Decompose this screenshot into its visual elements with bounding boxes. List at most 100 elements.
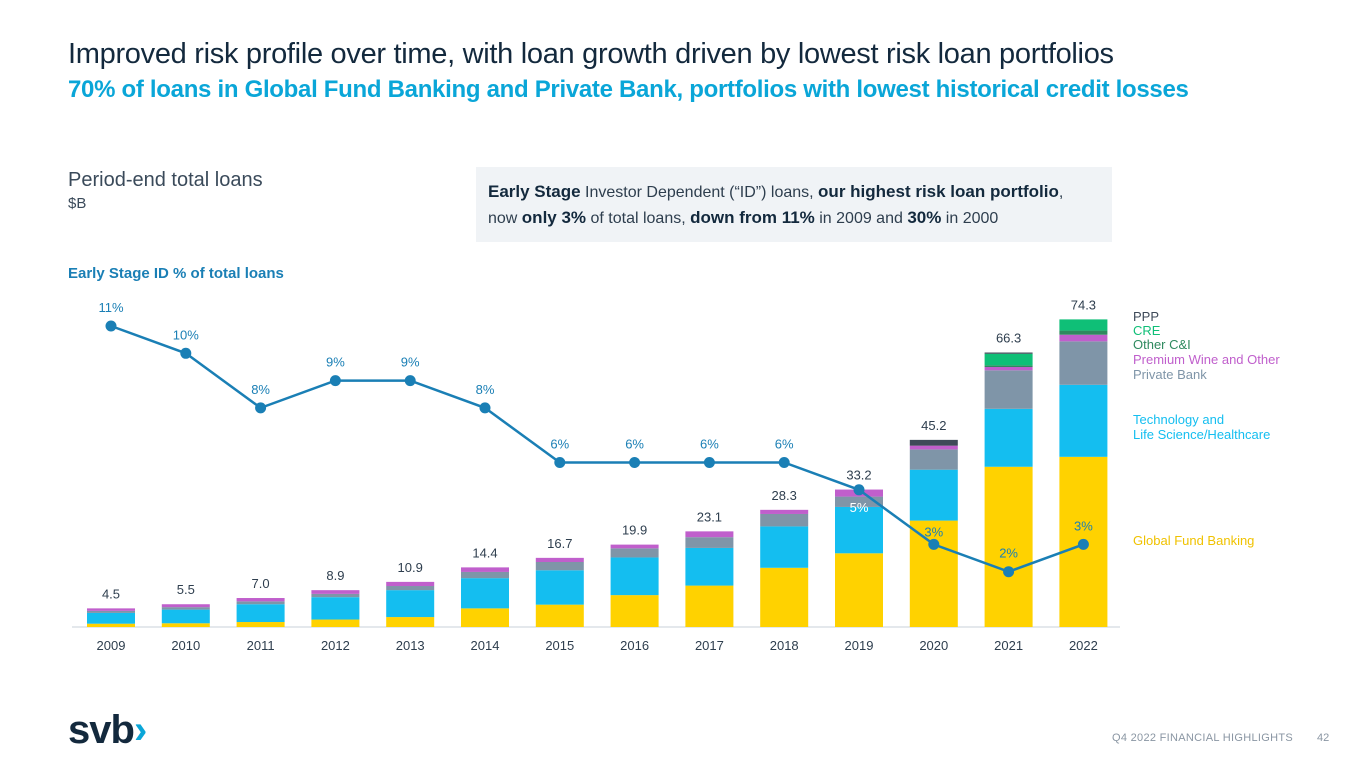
- bar-segment: [760, 509, 809, 514]
- x-tick-label: 2016: [620, 638, 649, 653]
- legend-label: Technology and: [1133, 412, 1224, 427]
- page-number: 42: [1317, 732, 1330, 744]
- bar-segment: [984, 408, 1033, 467]
- line-point: [1003, 566, 1015, 578]
- total-label: 7.0: [252, 576, 270, 591]
- legend-label: CRE: [1133, 323, 1161, 338]
- line-data-label: 3%: [1074, 518, 1093, 533]
- line-data-label: 9%: [326, 355, 345, 370]
- x-tick-label: 2021: [994, 638, 1023, 653]
- total-label: 14.4: [472, 545, 497, 560]
- bar-segment: [461, 567, 509, 572]
- x-tick-label: 2020: [919, 638, 948, 653]
- legend-label: Other C&I: [1133, 337, 1191, 352]
- x-tick-label: 2022: [1069, 638, 1098, 653]
- bar-segment: [984, 352, 1033, 354]
- x-tick-label: 2009: [97, 638, 126, 653]
- bar-segment: [311, 619, 360, 627]
- callout-bold-2: our highest risk loan portfolio: [818, 182, 1059, 201]
- line-point: [928, 538, 940, 550]
- bar-segment: [610, 544, 659, 549]
- callout-text-1: Investor Dependent (“ID”) loans,: [580, 184, 819, 201]
- x-tick-label: 2011: [247, 638, 275, 653]
- bar-segment: [87, 610, 135, 613]
- bar-segment: [610, 548, 659, 558]
- total-label: 45.2: [921, 418, 946, 433]
- callout-box: Early Stage Investor Dependent (“ID”) lo…: [476, 167, 1112, 242]
- bar-segment: [87, 612, 135, 624]
- line-data-label: 8%: [251, 382, 270, 397]
- total-label: 28.3: [772, 488, 797, 503]
- line-point: [255, 402, 267, 414]
- bar-segment: [685, 531, 734, 538]
- x-tick-label: 2013: [396, 638, 425, 653]
- bar-segment: [1059, 384, 1108, 457]
- callout-text-6: in 2000: [941, 210, 999, 227]
- bar-segment: [1059, 341, 1108, 385]
- logo-chevron-icon: ›: [133, 708, 147, 752]
- bar-segment: [535, 570, 584, 605]
- legend-label: Premium Wine and Other: [1133, 352, 1280, 367]
- total-label: 66.3: [996, 331, 1021, 346]
- bar-segment: [685, 547, 734, 586]
- line-point: [1077, 538, 1089, 550]
- bar-segment: [311, 593, 360, 598]
- metric-unit: $B: [68, 195, 87, 212]
- line-data-label: 9%: [401, 355, 420, 370]
- callout-text-2: ,: [1058, 184, 1064, 201]
- bar-segment: [984, 353, 1033, 366]
- bar-segment: [835, 506, 883, 554]
- line-data-label: 5%: [850, 500, 869, 515]
- line-point: [853, 484, 865, 496]
- legend-label: Life Science/Healthcare: [1133, 427, 1270, 442]
- bar-segment: [610, 557, 659, 596]
- bar-segment: [909, 445, 958, 450]
- x-tick-label: 2012: [321, 638, 350, 653]
- bar-segment: [461, 578, 509, 609]
- page-subtitle: 70% of loans in Global Fund Banking and …: [68, 76, 1189, 103]
- bar-segment: [610, 595, 659, 627]
- bar-segment: [685, 585, 734, 627]
- bar-segment: [161, 604, 210, 608]
- bar-segment: [909, 449, 958, 470]
- bar-segment: [161, 623, 210, 627]
- bar-segment: [386, 581, 435, 587]
- legend-label: Global Fund Banking: [1133, 533, 1254, 548]
- line-data-label: 2%: [999, 546, 1018, 561]
- bar-segment: [236, 622, 285, 627]
- line-data-label: 6%: [775, 437, 794, 452]
- bar-segment: [1059, 330, 1108, 335]
- legend-label: Private Bank: [1133, 367, 1207, 382]
- x-tick-label: 2018: [770, 638, 799, 653]
- callout-bold-1: Early Stage: [488, 182, 581, 201]
- bar-segment: [161, 609, 210, 624]
- line-data-label: 11%: [98, 300, 123, 315]
- x-tick-label: 2015: [545, 638, 574, 653]
- total-label: 4.5: [102, 586, 120, 601]
- line-data-label: 10%: [173, 327, 199, 342]
- bar-segment: [236, 598, 285, 602]
- legend-label: PPP: [1133, 309, 1159, 324]
- line-data-label: 6%: [625, 437, 644, 452]
- line-data-label: 3%: [924, 524, 943, 539]
- callout-text-3: now: [488, 210, 522, 227]
- line-point: [329, 375, 341, 387]
- bar-segment: [760, 567, 809, 627]
- total-label: 10.9: [398, 560, 423, 575]
- bar-segment: [984, 370, 1033, 409]
- bar-segment: [236, 601, 285, 605]
- line-point: [554, 457, 566, 468]
- bar-segment: [311, 597, 360, 620]
- x-tick-label: 2014: [471, 638, 500, 653]
- bar-segment: [984, 466, 1033, 627]
- page-title: Improved risk profile over time, with lo…: [68, 38, 1114, 70]
- bar-segment: [461, 571, 509, 579]
- bar-segment: [535, 557, 584, 563]
- footer-text: Q4 2022 FINANCIAL HIGHLIGHTS: [1112, 732, 1293, 744]
- callout-bold-4: down from 11%: [690, 208, 815, 227]
- bar-segment: [87, 623, 135, 627]
- total-label: 5.5: [177, 582, 195, 597]
- bar-segment: [461, 608, 509, 627]
- line-point: [180, 347, 192, 359]
